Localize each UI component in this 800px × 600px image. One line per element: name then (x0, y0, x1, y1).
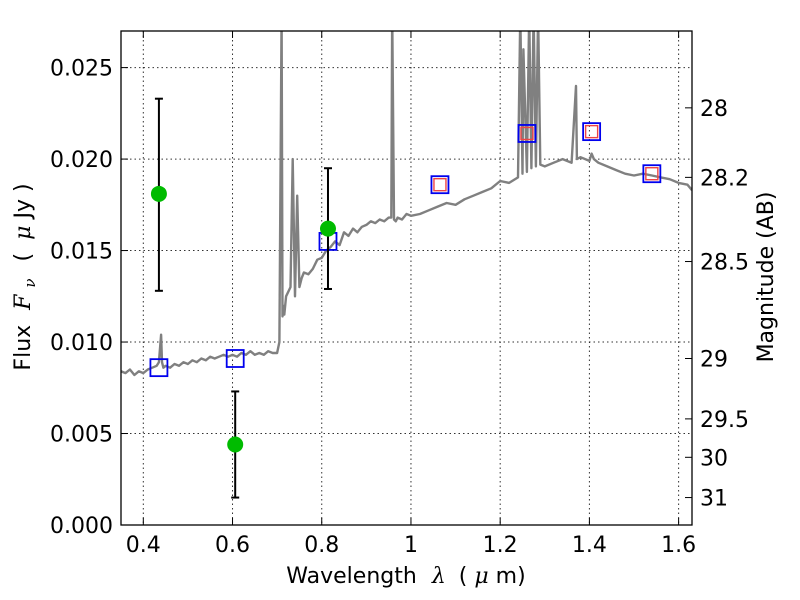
red-square-marker (584, 124, 599, 139)
y-tick-label: 0.000 (50, 514, 113, 539)
grid-lines (121, 31, 692, 525)
x-tick-label: 0.6 (215, 533, 250, 558)
y-axis-label-symbol: F (11, 294, 36, 311)
green-point-marker (227, 436, 244, 453)
ticks: 0.4 0.6 0.8 1 1.2 1.4 1.6 0.000 0.005 0.010 0.015 0… (50, 31, 749, 558)
y2-tick-label: 30 (700, 446, 728, 471)
x-axis-label-symbol: λ (431, 564, 446, 589)
y-axis-label-text: Flux (11, 325, 36, 371)
y2-tick-label: 31 (700, 487, 728, 512)
y2-tick-label: 28.2 (700, 166, 749, 191)
y-tick-label: 0.015 (50, 240, 113, 265)
blue-square-marker (642, 164, 662, 184)
plot-area (121, 31, 692, 499)
y-axis-label-unit-open: ( (11, 253, 36, 262)
spectrum-line (121, 31, 692, 377)
x-tick-label: 1.6 (661, 533, 696, 558)
y-tick-label: 0.005 (50, 423, 113, 448)
red-square-marker (520, 126, 534, 141)
blue-square-marker (430, 175, 450, 195)
green-point-marker (319, 220, 336, 237)
y-axis-label: Flux F ν ( μ Jy ) (11, 183, 41, 370)
y-tick-label: 0.020 (50, 148, 113, 173)
x-tick-label: 1.4 (572, 533, 607, 558)
x-tick-label: 0.4 (126, 533, 161, 558)
y-tick-label: 0.025 (50, 57, 113, 82)
y2-tick-label: 29.5 (700, 408, 749, 433)
x-axis-label-unit-mu: μ (474, 564, 488, 589)
x-axis-label-unit-open: ( (459, 564, 468, 589)
y2-tick-label: 28 (700, 97, 728, 122)
blue-square-marker (225, 349, 245, 368)
blue-square-marker (582, 122, 602, 142)
plot-frame (120, 30, 693, 526)
axes-frame (120, 30, 693, 526)
red-square-marker (433, 177, 447, 192)
y-tick-label: 0.010 (50, 331, 113, 356)
green-point-marker (150, 185, 167, 202)
blue-square-marker (517, 124, 537, 143)
y2-tick-label: 28.5 (700, 251, 749, 276)
x-tick-label: 0.8 (304, 533, 339, 558)
x-tick-label: 1.2 (483, 533, 518, 558)
x-axis-label-text: Wavelength (286, 564, 417, 589)
x-axis-label-unit-rest: m) (496, 564, 526, 589)
y-axis-label-subscript: ν (21, 278, 39, 287)
blue-square-marker (149, 358, 169, 378)
y2-tick-label: 29 (700, 348, 728, 373)
y-axis-label-unit-rest: Jy ) (11, 183, 36, 220)
x-tick-label: 1 (404, 533, 418, 558)
y2-axis-label: Magnitude (AB) (754, 192, 779, 363)
red-square-marker (645, 167, 659, 181)
x-axis-label: Wavelength λ ( μ m) (286, 564, 525, 589)
y-axis-label-unit-mu: μ (11, 226, 36, 240)
